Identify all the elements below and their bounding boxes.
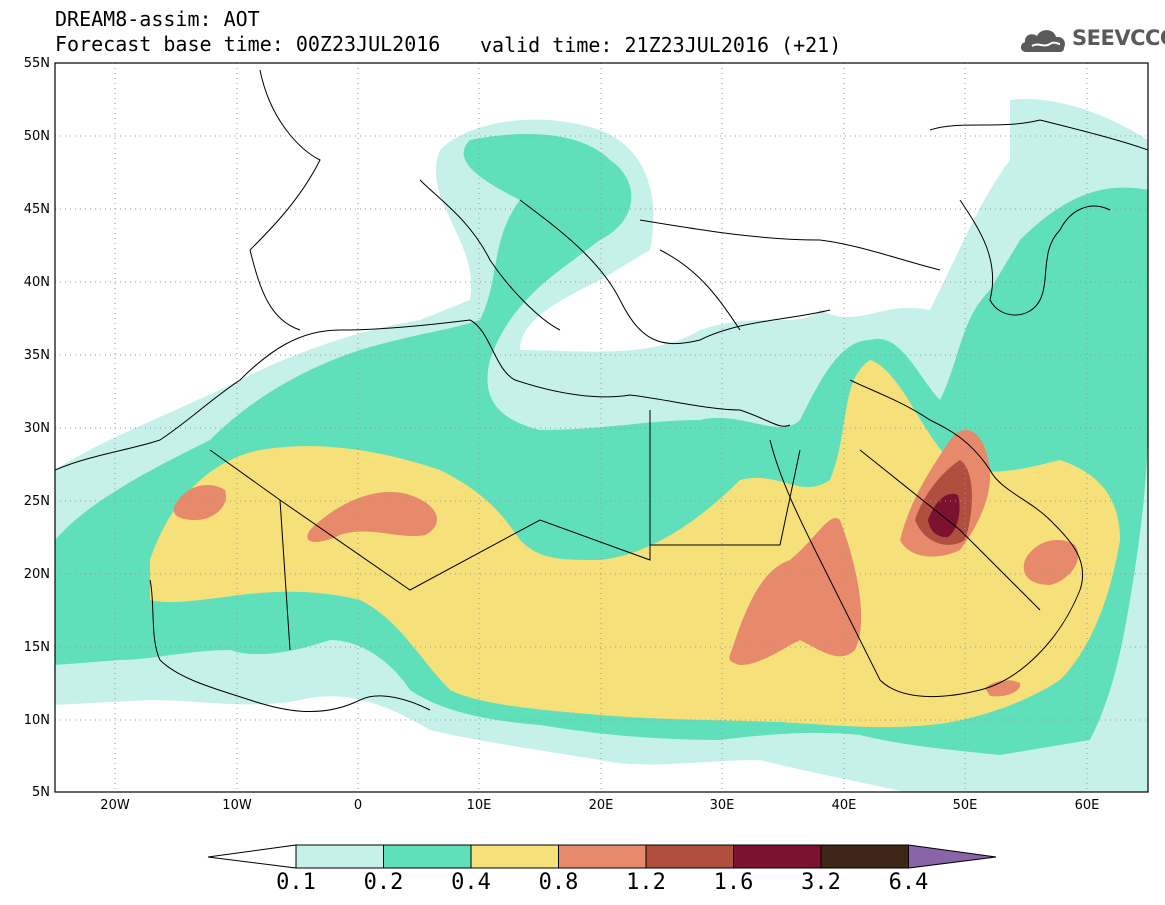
lat-label-10n: 10N <box>23 713 50 728</box>
logo-text: SEEVCCC <box>1072 26 1165 50</box>
colorbar-label: 0.2 <box>363 870 404 895</box>
colorbar-label: 6.4 <box>888 870 929 895</box>
lat-label-45n: 45N <box>23 202 50 217</box>
coastlines <box>55 69 1148 712</box>
map-frame <box>54 62 1149 793</box>
map-title: DREAM8-assim: AOT <box>55 7 260 31</box>
colorbar-label: 3.2 <box>801 870 841 895</box>
lon-label-30e: 30E <box>709 798 735 813</box>
aot-level-0.8 <box>985 680 1021 697</box>
colorbar <box>207 844 997 869</box>
valid-time: valid time: 21Z23JUL2016 (+21) <box>480 33 842 57</box>
aot-level-1.6 <box>928 493 960 538</box>
aot-level-0.4 <box>150 360 1120 728</box>
lon-label-10e: 10E <box>466 798 492 813</box>
lat-label-20n: 20N <box>23 567 50 582</box>
lat-label-50n: 50N <box>23 129 50 144</box>
lon-label-20w: 20W <box>100 798 130 813</box>
aot-level-0.8 <box>729 518 862 665</box>
colorbar-label: 0.4 <box>451 870 491 895</box>
cloud-icon <box>1020 30 1066 52</box>
lat-label-40n: 40N <box>23 275 50 290</box>
aot-level-0.8 <box>173 485 226 520</box>
aot-field <box>55 63 1148 792</box>
lat-label-55n: 55N <box>23 56 50 71</box>
colorbar-label: 0.8 <box>538 870 579 895</box>
colorbar-label: 1.2 <box>626 870 666 895</box>
lat-label-35n: 35N <box>23 348 50 363</box>
lon-label-10w: 10W <box>222 798 252 813</box>
lon-label-60e: 60E <box>1074 798 1100 813</box>
forecast-base-time: Forecast base time: 00Z23JUL2016 <box>55 32 441 56</box>
lon-label-20e: 20E <box>588 798 614 813</box>
colorbar-label: 0.1 <box>276 870 316 895</box>
lat-label-25n: 25N <box>23 494 50 509</box>
lon-label-0: 0 <box>353 798 363 813</box>
lat-label-15n: 15N <box>23 640 50 655</box>
lon-label-50e: 50E <box>952 798 978 813</box>
lat-label-5n: 5N <box>32 785 50 800</box>
colorbar-label: 1.6 <box>713 870 754 895</box>
aot-level-0.8 <box>307 491 437 542</box>
lon-label-40e: 40E <box>831 798 857 813</box>
aot-level-0.8 <box>1023 540 1079 585</box>
lat-label-30n: 30N <box>23 421 50 436</box>
